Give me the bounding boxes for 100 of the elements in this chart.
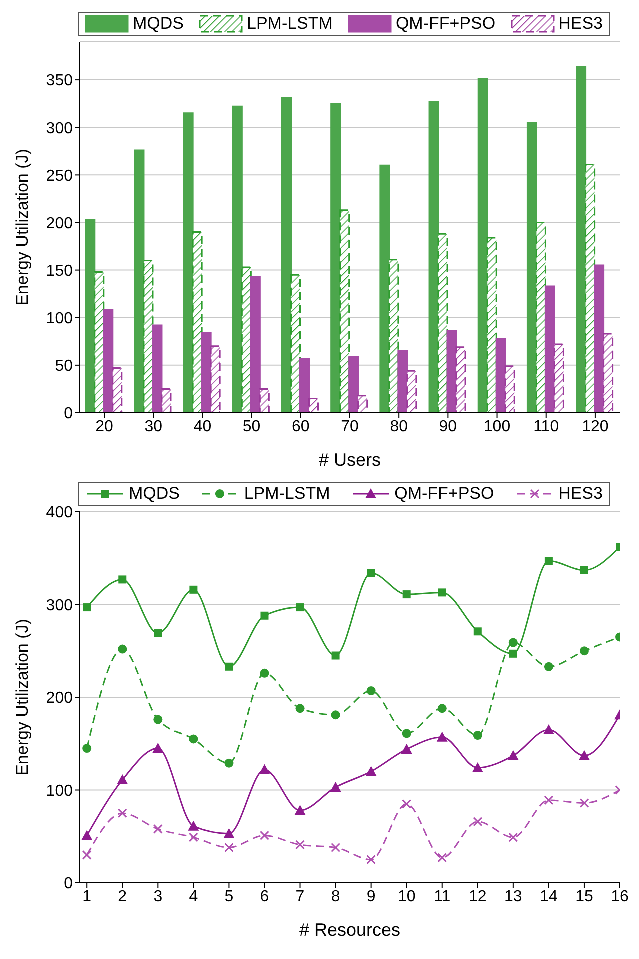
point	[118, 808, 128, 818]
bar	[134, 150, 145, 413]
point	[544, 557, 553, 566]
point	[401, 744, 412, 754]
x-tick-label: 20	[96, 418, 114, 436]
legend-label: HES3	[558, 484, 603, 504]
x-tick-label: 50	[242, 418, 261, 436]
x-tick-label: 90	[439, 418, 458, 436]
y-tick-label: 200	[46, 690, 74, 708]
point	[509, 650, 518, 658]
x-tick-label: 60	[292, 418, 310, 436]
point	[402, 590, 411, 599]
bar	[308, 398, 320, 413]
bar	[94, 271, 105, 413]
x-axis-title: # Resources	[299, 920, 401, 940]
x-tick-label: 1	[82, 888, 92, 906]
point	[153, 824, 163, 834]
point	[118, 644, 128, 654]
legend-label: LPM-LSTM	[244, 484, 330, 504]
point	[473, 731, 482, 740]
bar	[456, 346, 466, 413]
point	[438, 704, 447, 714]
bar	[486, 237, 498, 413]
bar	[250, 276, 261, 413]
legend-label: QM-FF+PSO	[394, 484, 494, 504]
point	[82, 830, 93, 840]
point	[436, 732, 448, 742]
y-tick-label: 350	[46, 72, 74, 90]
bar	[330, 103, 342, 413]
point	[82, 744, 92, 754]
point	[296, 604, 304, 612]
x-tick-label: 12	[468, 888, 487, 906]
point	[332, 652, 340, 660]
x-tick-label: 3	[154, 888, 163, 906]
bar	[348, 356, 360, 413]
point	[508, 832, 518, 842]
x-axis-title: # Users	[318, 450, 382, 470]
bar	[504, 366, 516, 413]
point	[578, 750, 590, 760]
x-tick-label: 10	[398, 888, 416, 906]
bar	[152, 324, 163, 413]
y-tick-label: 250	[46, 168, 74, 185]
point	[580, 646, 589, 656]
bar	[259, 388, 270, 413]
bar	[406, 370, 418, 413]
x-tick-label: 70	[341, 418, 359, 436]
bar	[358, 395, 368, 413]
point	[188, 820, 200, 831]
x-tick-label: 110	[534, 418, 560, 436]
x-tick-label: 8	[331, 888, 340, 906]
bar	[544, 286, 556, 413]
point	[331, 843, 341, 853]
x-tick-label: 40	[194, 418, 212, 436]
bar	[526, 122, 538, 413]
point	[224, 828, 235, 838]
point	[260, 612, 269, 620]
y-tick-label: 400	[46, 504, 74, 522]
x-tick-label: 7	[296, 888, 305, 906]
legend-label: MQDS	[129, 484, 180, 504]
point	[154, 715, 163, 724]
legend-label: HES3	[558, 14, 603, 34]
point	[154, 630, 162, 638]
point	[189, 734, 198, 744]
bar	[603, 333, 614, 413]
point	[474, 628, 482, 636]
x-tick-label: 4	[189, 888, 198, 906]
bar	[210, 346, 221, 413]
point	[152, 743, 164, 754]
x-tick-label: 14	[540, 888, 558, 906]
point	[580, 566, 588, 574]
bar	[161, 388, 172, 413]
point	[225, 662, 234, 671]
x-tick-label: 9	[366, 888, 376, 906]
point	[473, 817, 483, 827]
point	[259, 764, 270, 774]
x-tick-label: 2	[118, 888, 128, 906]
point	[224, 758, 234, 768]
point	[402, 729, 412, 738]
bar	[192, 232, 203, 413]
bar	[428, 101, 440, 413]
point	[224, 843, 234, 853]
bar	[85, 219, 96, 413]
bar	[340, 210, 350, 413]
x-tick-label: 6	[260, 888, 270, 906]
bar	[594, 264, 605, 413]
x-tick-label: 15	[576, 888, 594, 906]
y-tick-label: 150	[46, 262, 74, 280]
point	[580, 798, 590, 808]
legend-label: MQDS	[133, 14, 184, 34]
point	[367, 569, 376, 578]
bar	[536, 222, 546, 413]
point	[260, 668, 270, 678]
point	[543, 724, 554, 734]
bar	[143, 260, 154, 413]
point	[82, 850, 92, 860]
y-tick-label: 200	[46, 215, 74, 232]
x-tick-label: 100	[484, 418, 511, 436]
x-tick-label: 11	[434, 888, 451, 906]
x-tick-label: 80	[390, 418, 408, 436]
y-tick-label: 300	[46, 120, 74, 138]
